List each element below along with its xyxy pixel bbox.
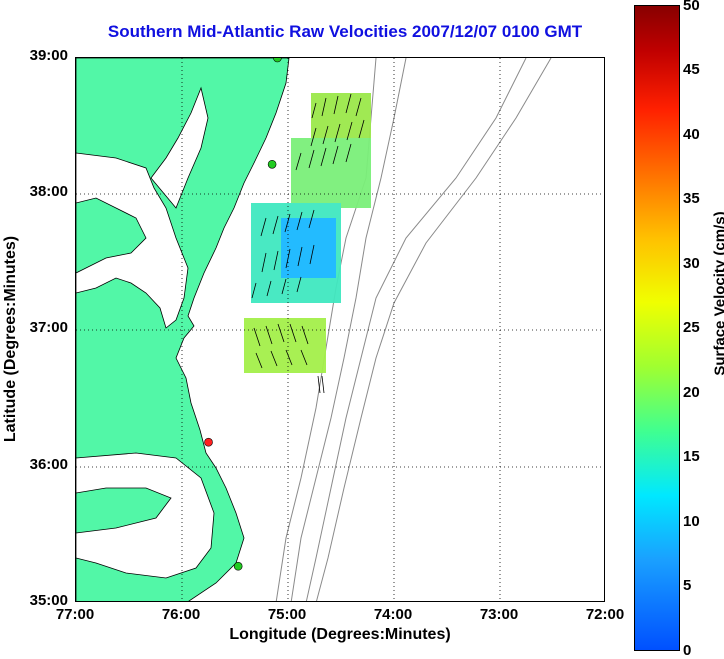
- y-tick-label: 38:00: [29, 183, 68, 200]
- map-title: Southern Mid-Atlantic Raw Velocities 200…: [107, 22, 583, 41]
- grid-lines: [76, 58, 604, 601]
- colorbar-label: Surface Velocity (cm/s): [711, 211, 724, 376]
- bay-upper: [150, 86, 209, 209]
- x-tick-label: 73:00: [479, 606, 519, 623]
- colorbar-tick: 20: [683, 384, 700, 401]
- colorbar-tick: 0: [683, 642, 692, 659]
- x-tick-label: 72:00: [585, 606, 625, 623]
- colorbar-tick: 40: [683, 126, 700, 143]
- colorbar-tick: 15: [683, 448, 700, 465]
- x-axis-label: Longitude (Degrees:Minutes): [229, 626, 451, 643]
- map-panel[interactable]: [75, 57, 605, 602]
- colorbar-tick: 10: [683, 513, 700, 530]
- x-tick-label: 75:00: [267, 606, 307, 623]
- radar-station-marker[interactable]: [267, 159, 277, 169]
- y-tick-label: 37:00: [29, 319, 68, 336]
- y-tick-label: 36:00: [29, 456, 68, 473]
- y-tick-label: 35:00: [29, 592, 68, 609]
- colorbar-tick: 5: [683, 577, 692, 594]
- map-canvas: [76, 58, 604, 601]
- radar-stations: [204, 58, 282, 571]
- radar-station-marker[interactable]: [233, 561, 243, 571]
- colorbar-tick: 35: [683, 190, 700, 207]
- chesapeake-bay: [76, 152, 189, 329]
- x-tick-label: 77:00: [55, 606, 95, 623]
- velocity-field: [244, 93, 371, 373]
- x-tick-label: 76:00: [161, 606, 201, 623]
- radar-station-marker[interactable]: [204, 437, 213, 447]
- y-axis-label: Latitude (Degrees:Minutes): [2, 235, 19, 443]
- x-tick-label: 74:00: [373, 606, 413, 623]
- colorbar-tick: 45: [683, 61, 700, 78]
- colorbar-tick: 30: [683, 255, 700, 272]
- colorbar-tick: 25: [683, 319, 700, 336]
- colorbar: [634, 5, 680, 651]
- sound: [76, 452, 215, 579]
- radar-station-marker[interactable]: [273, 58, 282, 63]
- y-tick-label: 39:00: [29, 47, 68, 64]
- colorbar-tick: 50: [683, 0, 700, 14]
